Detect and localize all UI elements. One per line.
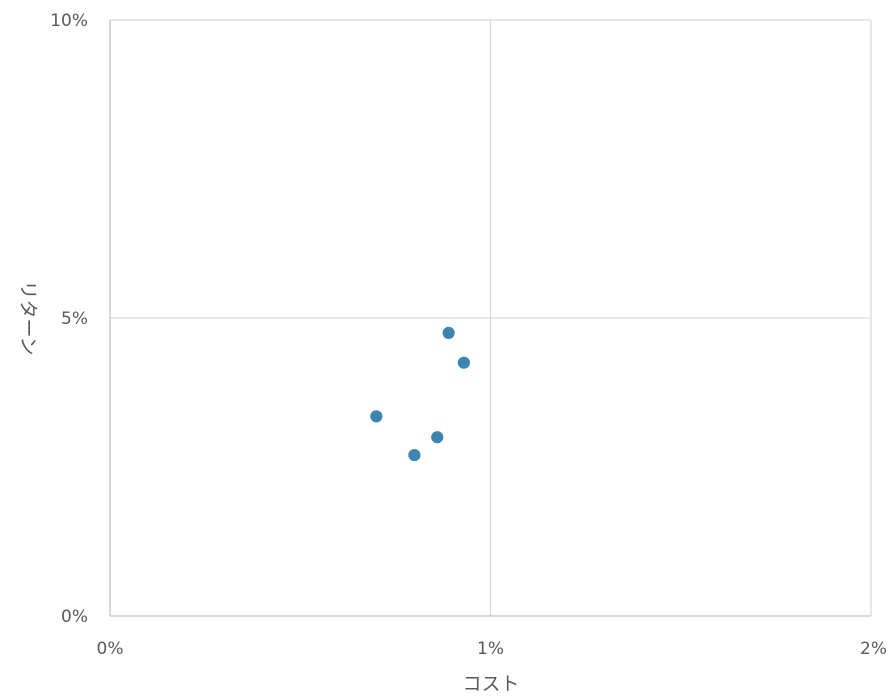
data-point bbox=[430, 430, 445, 445]
y-tick-label: 5% bbox=[61, 309, 88, 329]
y-tick-label: 10% bbox=[50, 11, 88, 31]
x-tick-label: 1% bbox=[477, 639, 504, 659]
data-point bbox=[369, 409, 384, 424]
data-point bbox=[441, 325, 456, 340]
x-tick-label: 0% bbox=[97, 639, 124, 659]
gridlines bbox=[110, 19, 872, 616]
tick-labels: 0% 1% 2% 0% 5% 10% bbox=[50, 11, 887, 659]
x-tick-label: 2% bbox=[860, 639, 887, 659]
x-axis-title: コスト bbox=[462, 673, 519, 695]
y-tick-label: 0% bbox=[61, 607, 88, 627]
data-point bbox=[407, 448, 422, 462]
data-points bbox=[369, 325, 471, 462]
y-axis-title: リターン bbox=[17, 280, 39, 355]
axes bbox=[109, 20, 871, 617]
data-point bbox=[456, 355, 471, 370]
